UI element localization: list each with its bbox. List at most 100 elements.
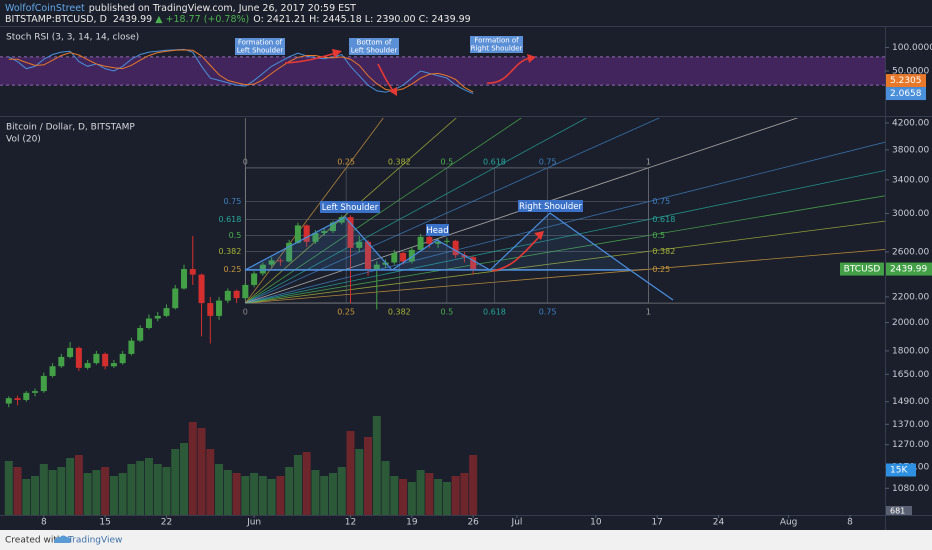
volume-bar [48,470,57,515]
candle-body [154,315,161,319]
volume-bar [285,467,294,515]
note: Formation of [238,39,283,47]
y-tick-label: 1800.00 [892,346,929,356]
fib-label: 0.5 [441,157,454,166]
fib-label: 0.382 [388,308,411,317]
note-box [470,36,523,53]
head-shoulders: Left Shoulder Head Right Shoulder [244,200,674,301]
fib-label: 0.5 [652,231,665,240]
volume-bar [434,479,443,515]
candle-body [75,347,82,368]
y-tick-label: 2000.00 [892,318,929,328]
volume-bar [469,455,478,515]
stoch-tag: 5.2305 [890,76,922,86]
stoch-pane [0,48,885,95]
volume-bar [188,422,197,515]
fib-label: 0.5 [441,308,454,317]
right-shoulder-label: Right Shoulder [519,202,582,212]
last-price: 2439.99 [113,14,152,25]
volume-bar [372,416,381,515]
symbol-line: BITSTAMP:BTCUSD, D 2439.99 ▲ +18.77 (+0.78… [5,14,471,25]
candle-body [391,253,398,263]
brand[interactable]: TradingView [67,536,122,546]
candle-body [365,241,372,270]
x-tick-label: Aug [780,518,798,528]
fib-label: 0.25 [652,265,670,274]
y-tick-label: 3000.00 [892,209,929,219]
volume-bar [302,452,311,515]
candle-body [5,398,12,404]
volume-bar [267,479,276,515]
candle-body [32,391,39,393]
y-tick-label: 1270.00 [892,440,929,450]
x-tick-label: Jun [246,518,261,528]
fib-label: 0.75 [539,157,557,166]
volume-bar [460,473,469,515]
candle-body [251,273,258,285]
candle-body [373,264,380,270]
candle-body [426,236,433,244]
candle-body [23,392,30,400]
stoch-band [0,56,885,86]
candle-body [286,242,293,262]
candle-body [224,290,231,301]
y-tick-label: 1080.00 [892,484,929,494]
candle-body [277,260,284,262]
fib-label: 0 [243,308,248,317]
candle-body [452,240,459,256]
fib-label: 0 [243,157,248,166]
arrow-head [527,54,536,63]
volume-bar [109,476,118,515]
fib-label: 0.382 [652,247,675,256]
note: Formation of [474,37,519,45]
label-box [320,201,380,213]
x-tick-label: 26 [467,518,479,528]
footer-text: Created with [5,536,63,546]
candle-body [400,253,407,262]
change: ▲ +18.77 (+0.78%) [155,14,249,25]
volume-title: Vol (20) [6,135,41,145]
candle-body [58,356,65,367]
volume-bar [258,476,267,515]
y-tick-label: 1650.00 [892,370,929,380]
volume-bar [390,476,399,515]
volume-bar [92,470,101,515]
y-tick-label: 2600.00 [892,247,929,257]
candle-body [303,225,310,242]
volume-bar [127,464,136,515]
neckline [245,269,674,301]
volume-bar [74,455,83,515]
fib-label: 0.75 [224,197,242,206]
author[interactable]: WolfofCoinStreet [5,3,85,14]
x-tick-label: 19 [406,518,418,528]
volume-bar [416,470,425,515]
candle-body [145,318,152,328]
volume-bar [399,479,408,515]
volume-bar [320,476,329,515]
fib-label: 0.25 [224,265,242,274]
x-tick-label: 8 [847,518,853,528]
y-tick-label: 2200.00 [892,292,929,302]
candle-body [40,375,47,392]
arrow [491,235,541,272]
bottom-tag-box [886,506,912,515]
x-tick-label: 10 [590,518,602,528]
candle-body [207,303,214,316]
volume-bar [162,467,171,515]
volume-bar [346,431,355,515]
volume-bar [407,482,416,515]
candle-body [408,249,415,262]
fib-label: 0.5 [229,231,242,240]
candle-body [338,217,345,223]
note: Left Shoulder [351,47,398,55]
x-tick-label: 12 [345,518,356,528]
volume-bar [241,476,250,515]
volume-bar [118,473,127,515]
volume-bar [311,470,320,515]
volume-bar [144,458,153,515]
label-box [518,200,583,212]
volume-bar [381,461,390,515]
arrow [486,57,531,84]
candle-body [49,366,56,376]
